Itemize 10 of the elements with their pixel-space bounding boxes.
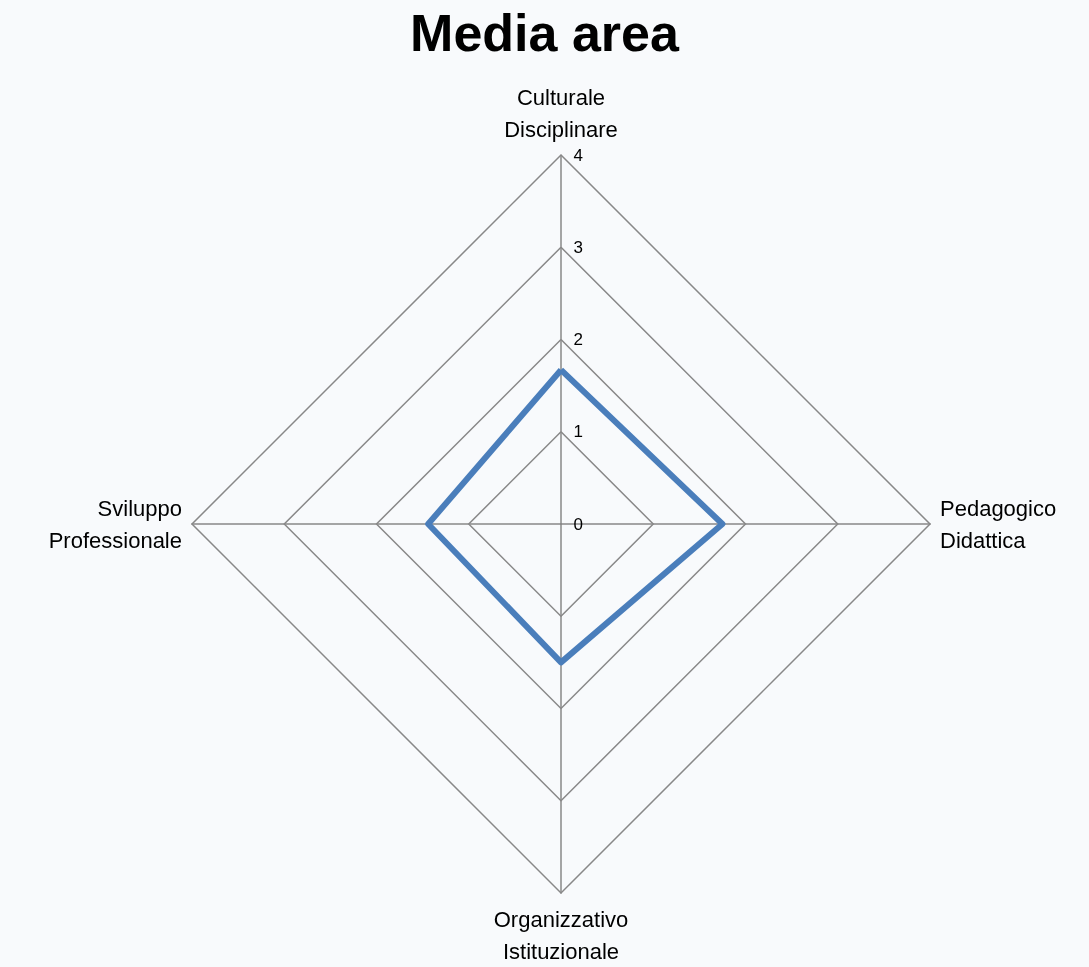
spoke-label: Culturale Disciplinare [504,84,618,142]
y-tick-label: 2 [573,330,583,349]
chart-title: Media area [410,4,680,62]
y-tick-label: 0 [573,514,583,534]
spoke-label: Pedagogico Didattica [940,495,1057,553]
spoke-label: Sviluppo Professionale [48,495,182,553]
spoke-label: Organizzativo Istituzionale [493,906,629,964]
y-tick-label: 4 [573,145,583,165]
y-tick-label: 3 [573,237,583,257]
y-tick-label: 1 [573,422,583,442]
